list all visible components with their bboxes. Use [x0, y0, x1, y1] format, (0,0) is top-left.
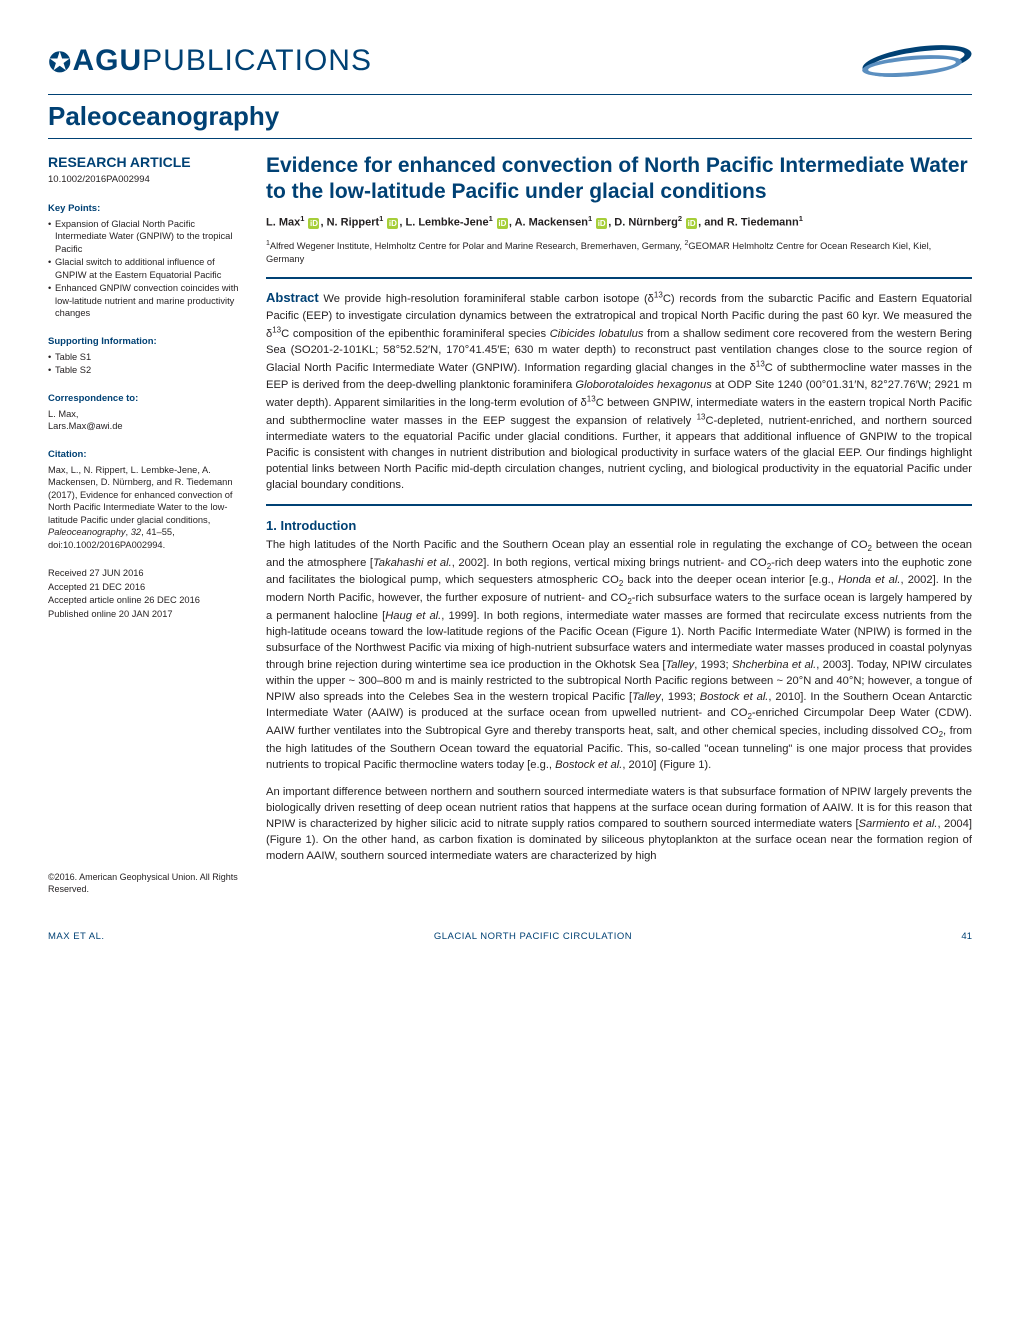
- footer-page-number: 41: [961, 931, 972, 942]
- supporting-item: Table S1: [48, 351, 244, 364]
- footer-running-title: GLACIAL NORTH PACIFIC CIRCULATION: [434, 931, 632, 942]
- article-title: Evidence for enhanced convection of Nort…: [266, 153, 972, 206]
- key-points-label: Key Points:: [48, 203, 244, 216]
- header: ✪AGUPUBLICATIONS: [48, 36, 972, 86]
- dates-block: Received 27 JUN 2016 Accepted 21 DEC 201…: [48, 567, 244, 620]
- section-heading: 1. Introduction: [266, 518, 972, 533]
- journal-title: Paleoceanography: [48, 94, 972, 139]
- key-point-item: Enhanced GNPIW convection coincides with…: [48, 282, 244, 320]
- affiliations: 1Alfred Wegener Institute, Helmholtz Cen…: [266, 239, 972, 265]
- citation-text: Max, L., N. Rippert, L. Lembke-Jene, A. …: [48, 464, 244, 552]
- abstract: Abstract We provide high-resolution fora…: [266, 277, 972, 505]
- correspondence-label: Correspondence to:: [48, 393, 244, 406]
- citation-block: Citation: Max, L., N. Rippert, L. Lembke…: [48, 449, 244, 552]
- citation-label: Citation:: [48, 449, 244, 462]
- logo-suffix: PUBLICATIONS: [142, 44, 372, 77]
- date-accepted: Accepted 21 DEC 2016: [48, 581, 244, 594]
- intro-para-1: The high latitudes of the North Pacific …: [266, 537, 972, 774]
- correspondence-name: L. Max,: [48, 408, 244, 421]
- date-received: Received 27 JUN 2016: [48, 567, 244, 580]
- abstract-label: Abstract: [266, 290, 319, 305]
- supporting-info-list: Table S1 Table S2: [48, 351, 244, 377]
- correspondence-block: Correspondence to: L. Max, Lars.Max@awi.…: [48, 393, 244, 433]
- key-point-item: Expansion of Glacial North Pacific Inter…: [48, 218, 244, 256]
- intro-para-2: An important difference between northern…: [266, 784, 972, 865]
- copyright: ©2016. American Geophysical Union. All R…: [48, 871, 244, 895]
- logo-prefix: AGU: [72, 44, 142, 77]
- abstract-text: We provide high-resolution foraminiferal…: [266, 293, 972, 491]
- supporting-info-label: Supporting Information:: [48, 336, 244, 349]
- supporting-item: Table S2: [48, 364, 244, 377]
- agu-publications-logo: ✪AGUPUBLICATIONS: [48, 44, 372, 79]
- correspondence-email: Lars.Max@awi.de: [48, 420, 244, 433]
- key-point-item: Glacial switch to additional influence o…: [48, 256, 244, 281]
- footer: MAX ET AL. GLACIAL NORTH PACIFIC CIRCULA…: [48, 925, 972, 942]
- sidebar: RESEARCH ARTICLE 10.1002/2016PA002994 Ke…: [48, 153, 244, 895]
- doi: 10.1002/2016PA002994: [48, 174, 244, 187]
- authors: L. Max1 iD, N. Rippert1 iD, L. Lembke-Je…: [266, 214, 972, 230]
- key-points-list: Expansion of Glacial North Pacific Inter…: [48, 218, 244, 320]
- date-published: Published online 20 JAN 2017: [48, 608, 244, 621]
- article-type: RESEARCH ARTICLE: [48, 153, 244, 172]
- date-accepted-online: Accepted article online 26 DEC 2016: [48, 594, 244, 607]
- swoosh-graphic: [832, 36, 972, 86]
- footer-authors: MAX ET AL.: [48, 931, 105, 942]
- main-column: Evidence for enhanced convection of Nort…: [266, 153, 972, 895]
- supporting-info-block: Supporting Information: Table S1 Table S…: [48, 336, 244, 377]
- key-points-block: Key Points: Expansion of Glacial North P…: [48, 203, 244, 320]
